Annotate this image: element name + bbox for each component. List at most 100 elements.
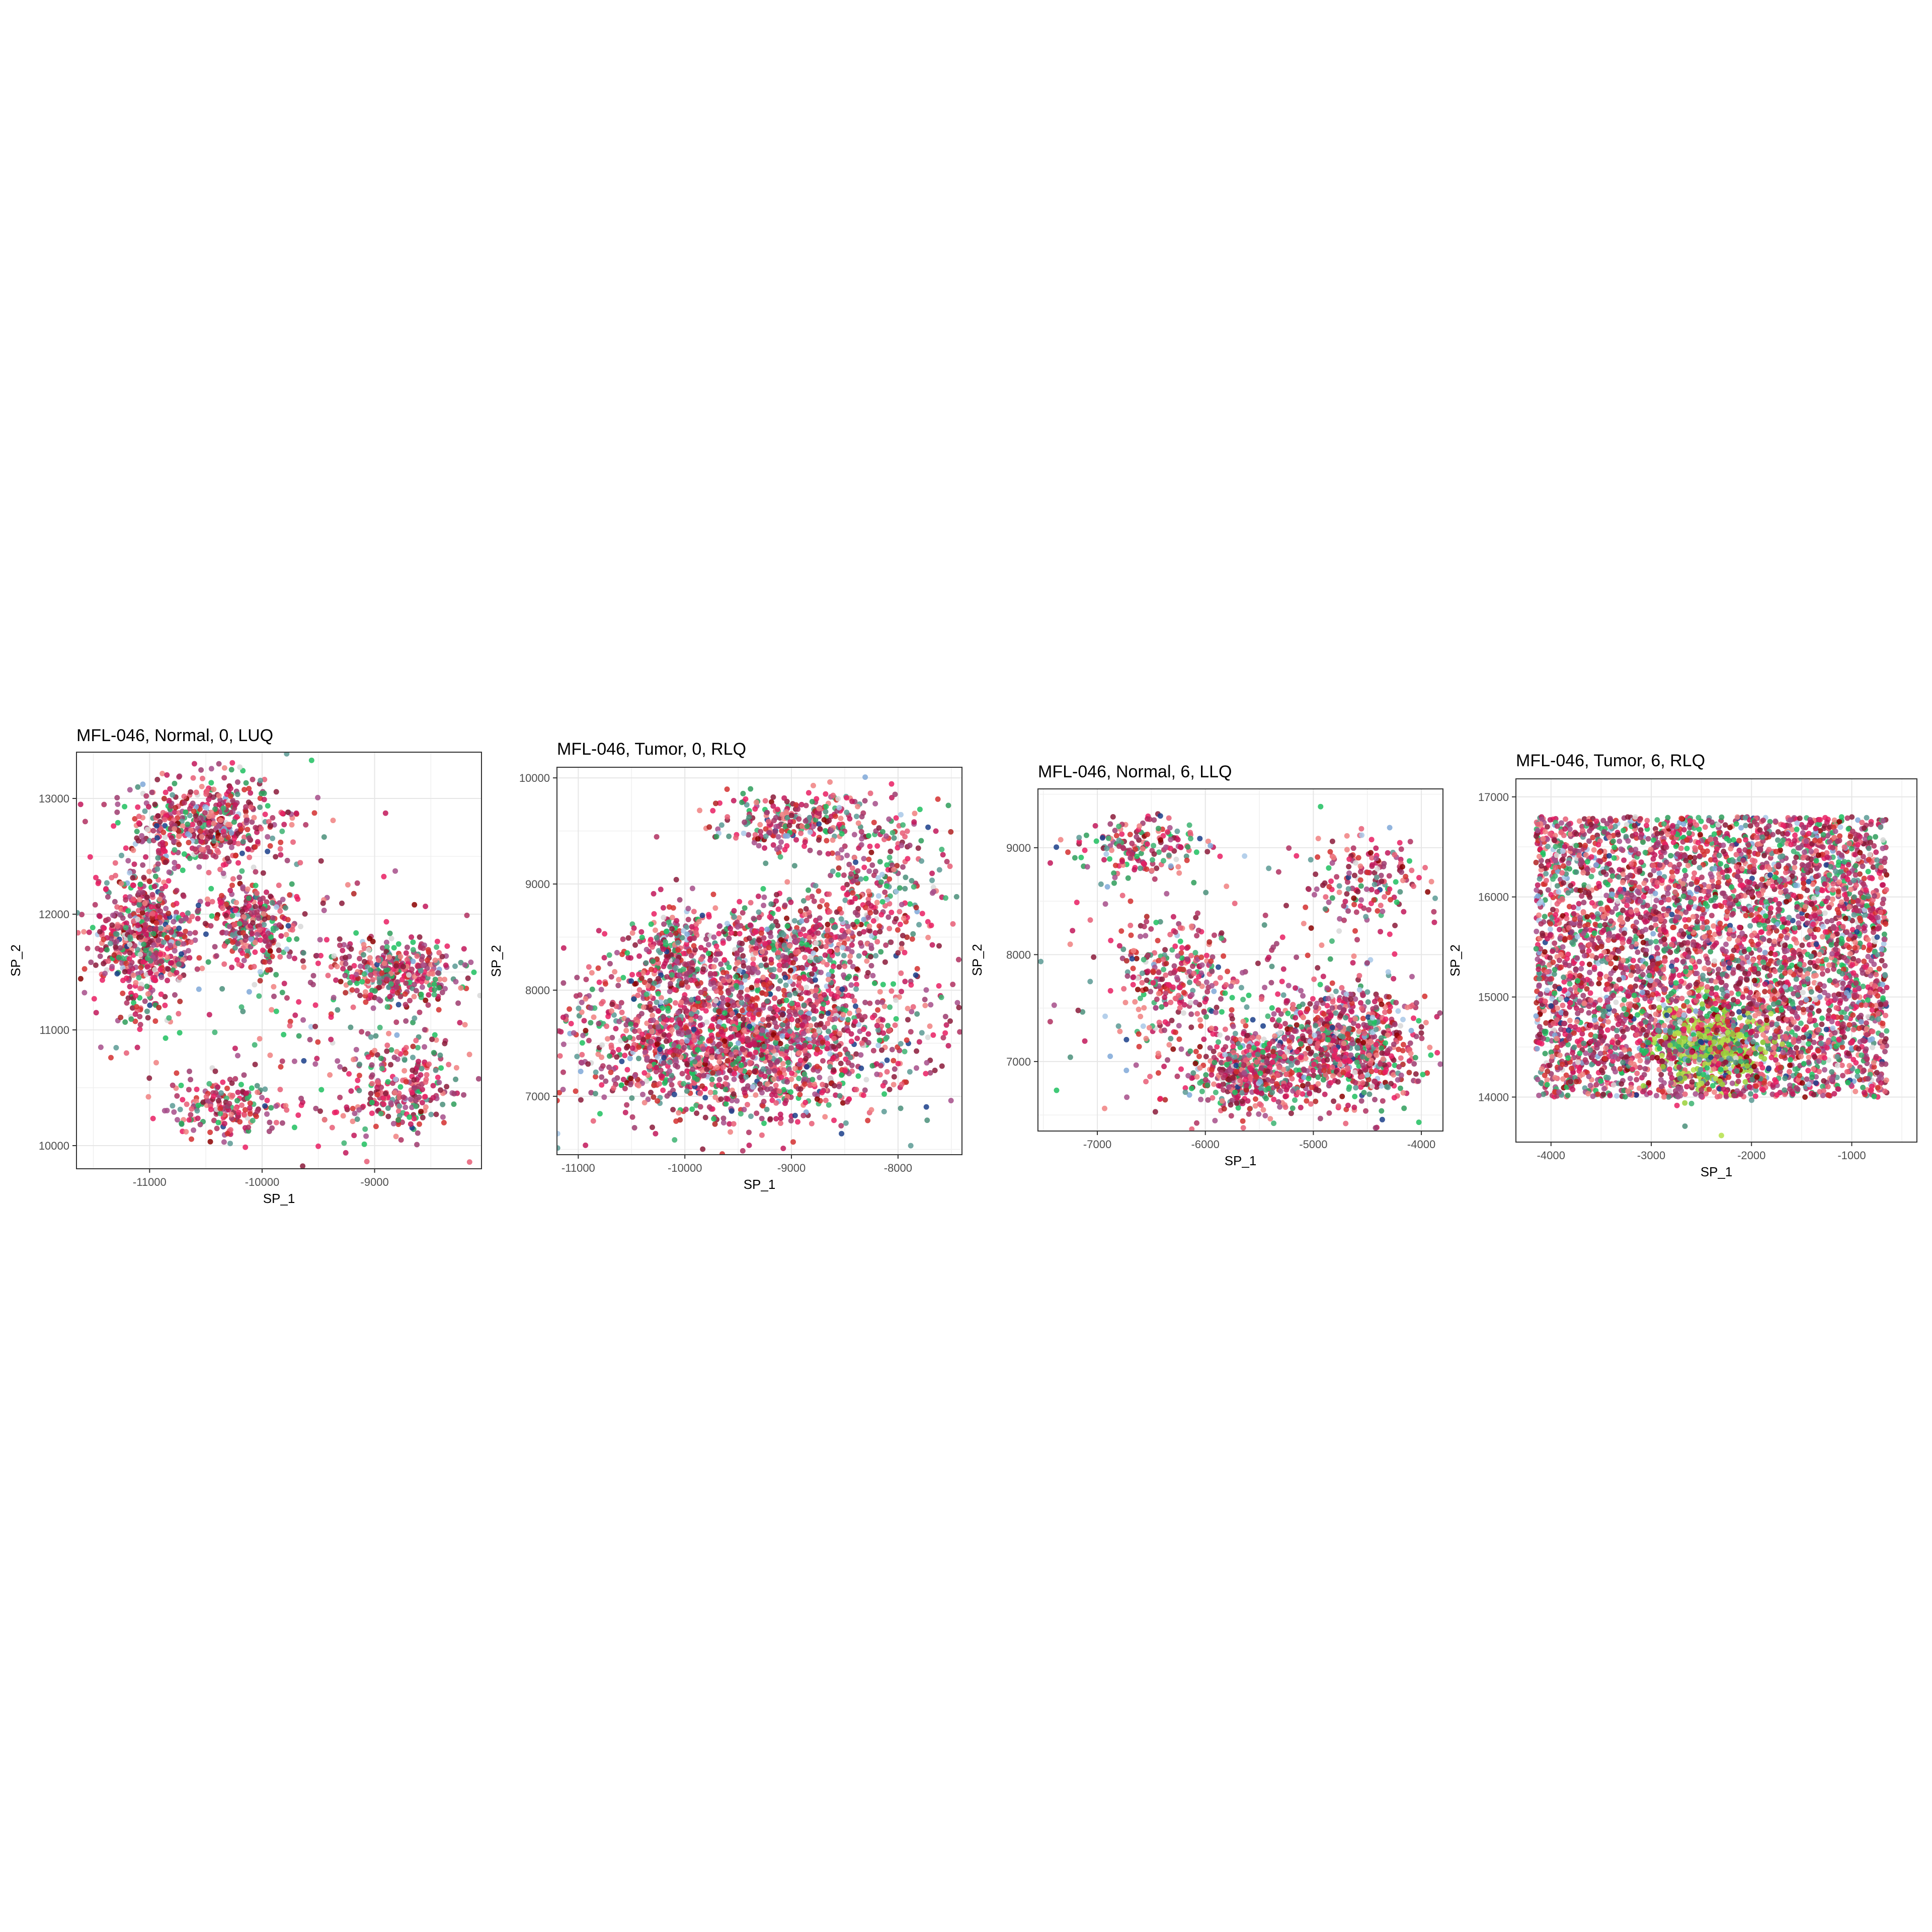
data-point <box>881 1003 888 1009</box>
data-point <box>663 999 669 1005</box>
data-point <box>196 864 202 870</box>
data-point <box>898 1105 904 1111</box>
data-point <box>818 1021 824 1026</box>
data-point <box>650 1124 655 1131</box>
data-point <box>216 801 222 808</box>
data-point <box>588 1090 594 1096</box>
data-point <box>146 878 152 884</box>
data-point <box>202 921 208 927</box>
data-point <box>132 1011 138 1017</box>
data-point <box>135 916 141 922</box>
data-point <box>845 924 851 930</box>
data-point <box>698 990 704 995</box>
data-point <box>411 994 417 1000</box>
data-point <box>226 1101 232 1106</box>
data-point <box>740 953 746 959</box>
data-point <box>694 1110 700 1116</box>
data-point <box>256 993 262 999</box>
data-point <box>127 934 133 940</box>
data-point <box>800 1112 807 1118</box>
data-point <box>116 954 122 960</box>
data-point <box>177 931 183 937</box>
data-point <box>187 1068 192 1074</box>
data-point <box>384 1042 390 1049</box>
data-point <box>711 934 717 940</box>
data-point <box>821 992 827 998</box>
data-point <box>676 1028 681 1034</box>
data-point <box>843 1120 849 1126</box>
data-point <box>852 910 858 916</box>
data-point <box>235 1053 240 1059</box>
data-point <box>430 1083 436 1089</box>
data-point <box>77 801 84 808</box>
data-point <box>731 1076 737 1082</box>
data-point <box>870 1048 876 1054</box>
data-point <box>230 939 236 945</box>
data-point <box>170 1103 176 1109</box>
data-point <box>651 911 657 917</box>
data-point <box>281 1031 287 1037</box>
data-point <box>936 943 942 949</box>
data-point <box>199 965 205 972</box>
data-point <box>194 1086 200 1092</box>
data-point <box>423 1104 429 1110</box>
data-point <box>257 969 263 975</box>
data-point <box>343 961 349 967</box>
data-point <box>684 941 690 947</box>
data-point <box>388 981 394 987</box>
data-point <box>192 930 198 936</box>
data-point <box>436 985 442 991</box>
data-point <box>881 1091 888 1097</box>
data-point <box>815 1068 821 1074</box>
data-point <box>420 945 426 951</box>
data-point <box>453 1065 459 1071</box>
data-point <box>172 865 178 871</box>
data-point <box>830 837 836 843</box>
data-point <box>806 1028 811 1034</box>
data-point <box>586 964 592 970</box>
data-point <box>114 904 120 910</box>
data-point <box>700 1146 706 1152</box>
data-point <box>418 1072 424 1078</box>
data-point <box>638 1011 645 1017</box>
data-point <box>176 828 182 834</box>
data-point <box>668 932 674 937</box>
data-point <box>154 866 160 872</box>
y-tick-label: 10000 <box>39 1140 69 1152</box>
data-point <box>235 860 241 866</box>
data-point <box>791 863 797 869</box>
data-point <box>271 993 277 999</box>
data-point <box>277 908 283 914</box>
data-point <box>127 870 133 876</box>
data-point <box>297 860 303 866</box>
data-point <box>410 1043 416 1050</box>
data-point <box>180 823 186 829</box>
data-point <box>736 915 742 921</box>
data-point <box>409 934 415 940</box>
data-point <box>212 1029 218 1035</box>
data-point <box>126 956 132 962</box>
data-point <box>818 995 824 1001</box>
data-point <box>139 906 145 912</box>
data-point <box>681 995 687 1001</box>
data-point <box>863 875 869 881</box>
data-point <box>147 1002 153 1008</box>
data-point <box>578 1069 584 1074</box>
data-point <box>718 961 724 967</box>
data-point <box>571 1030 577 1036</box>
data-point <box>208 810 214 816</box>
data-point <box>113 1044 119 1051</box>
data-point <box>383 1091 388 1096</box>
data-point <box>817 826 823 832</box>
data-point <box>385 967 391 973</box>
data-point <box>122 803 128 810</box>
data-point <box>831 1024 837 1030</box>
data-point <box>777 1040 783 1046</box>
data-point <box>176 842 182 847</box>
data-point <box>268 823 274 829</box>
data-point <box>245 827 251 833</box>
data-point <box>127 941 133 947</box>
data-point <box>183 809 189 815</box>
data-point <box>780 1061 786 1067</box>
data-point <box>579 999 585 1005</box>
